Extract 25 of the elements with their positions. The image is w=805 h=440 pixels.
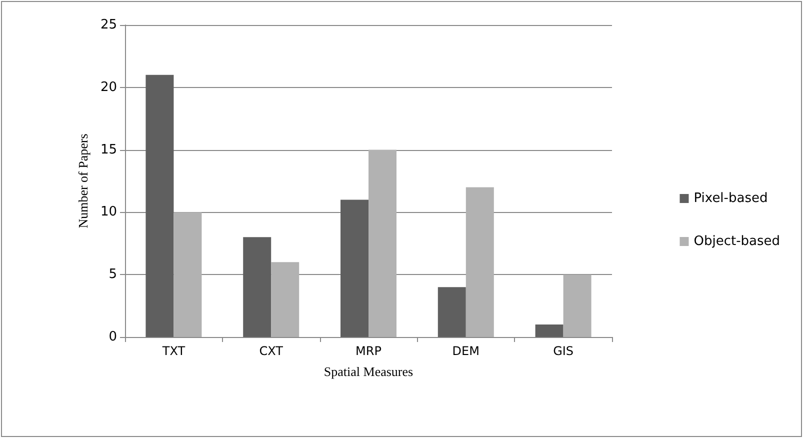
y-tick-label: 5 bbox=[108, 267, 117, 282]
bar bbox=[466, 187, 494, 337]
y-tick-label: 20 bbox=[100, 80, 117, 95]
bar bbox=[243, 237, 272, 337]
x-tick-label: GIS bbox=[553, 344, 574, 358]
x-tick-label: MRP bbox=[356, 344, 382, 358]
y-tick-label: 15 bbox=[100, 142, 117, 158]
y-tick-label: 0 bbox=[108, 330, 117, 344]
x-tick-label: CXT bbox=[259, 344, 284, 358]
y-tick-label: 25 bbox=[100, 18, 117, 32]
legend-label: Pixel-based bbox=[694, 191, 768, 206]
bar bbox=[174, 212, 202, 337]
y-tick-label: 10 bbox=[100, 204, 117, 220]
bar bbox=[146, 74, 174, 337]
x-tick-label: TXT bbox=[161, 344, 186, 358]
y-axis-title: Number of Papers bbox=[76, 134, 91, 228]
bar bbox=[340, 200, 368, 337]
bar bbox=[563, 274, 592, 337]
x-tick-label: DEM bbox=[452, 344, 480, 358]
bar bbox=[438, 287, 466, 337]
bar bbox=[535, 324, 564, 337]
bar bbox=[271, 262, 300, 337]
bar bbox=[368, 150, 396, 337]
x-axis-title: Spatial Measures bbox=[324, 364, 414, 379]
legend-label: Object-based bbox=[694, 234, 780, 249]
